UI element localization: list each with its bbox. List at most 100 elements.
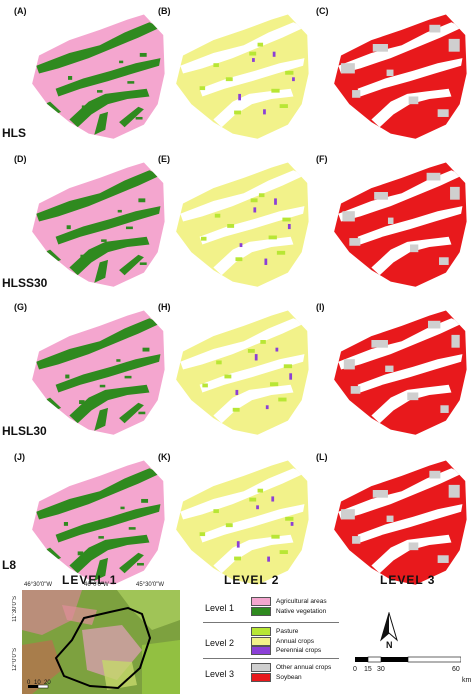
native-vegetation-patch — [85, 348, 91, 352]
native-vegetation-patch — [119, 60, 124, 64]
non-agricultural-gap — [213, 88, 294, 128]
pasture-patch — [202, 383, 208, 388]
pasture-patch — [213, 509, 219, 514]
legend-group-title: Level 2 — [205, 637, 235, 648]
native-vegetation-area — [55, 354, 161, 393]
classification-map-level-3 — [334, 14, 467, 139]
legend-swatch — [251, 672, 271, 682]
native-vegetation-patch — [124, 375, 132, 379]
native-vegetation-patch — [137, 562, 144, 566]
pasture-patch — [282, 217, 291, 222]
legend-item: Perennial crops — [251, 646, 321, 655]
native-vegetation-patch — [114, 333, 121, 338]
classification-map-level-1 — [32, 14, 165, 139]
classification-map-level-2 — [176, 14, 309, 139]
native-vegetation-patch — [112, 38, 118, 43]
legend-item: Agricultural areas — [251, 597, 327, 606]
native-vegetation-patch — [117, 209, 122, 213]
classification-map-level-2 — [176, 460, 309, 585]
pasture-patch — [283, 364, 293, 369]
other-annual-crops-patch — [352, 90, 361, 98]
panel-letter: (C) — [316, 6, 329, 16]
perennial-crops-patch — [287, 224, 291, 230]
classification-map-level-2 — [176, 310, 309, 435]
legend-label: Annual crops — [276, 637, 314, 645]
non-agricultural-gap — [357, 206, 463, 245]
non-agricultural-gap — [338, 22, 463, 74]
panel-letter: (E) — [158, 154, 170, 164]
legend-item: Pasture — [251, 627, 298, 636]
legend-label: Agricultural areas — [276, 598, 327, 605]
pasture-patch — [268, 235, 277, 240]
pasture-patch — [199, 532, 206, 537]
panel-letter: (D) — [14, 154, 27, 164]
level-column-label: LEVEL 1 — [62, 573, 118, 587]
locator-terrain — [22, 590, 180, 694]
native-vegetation-area — [94, 111, 109, 135]
native-vegetation-patch — [110, 188, 117, 192]
native-vegetation-area — [69, 236, 150, 276]
classification-map-level-1 — [32, 162, 165, 287]
other-annual-crops-patch — [437, 555, 449, 563]
native-vegetation-area — [119, 254, 144, 276]
locator-scale-label-20: 20 — [44, 680, 51, 686]
native-vegetation-patch — [125, 226, 133, 230]
non-agricultural-gap — [199, 504, 305, 543]
scale-bar — [355, 656, 461, 663]
pasture-patch — [271, 88, 280, 93]
other-annual-crops-patch — [349, 238, 361, 246]
pasture-patch — [225, 523, 233, 528]
other-annual-crops-patch — [342, 211, 355, 222]
other-annual-crops-patch — [407, 392, 419, 401]
legend-swatch — [251, 597, 271, 606]
native-vegetation-patch — [68, 76, 73, 80]
perennial-crops-patch — [236, 541, 240, 548]
non-agricultural-gap — [371, 534, 452, 574]
other-annual-crops-patch — [426, 172, 441, 181]
classification-map-level-2 — [176, 162, 309, 287]
panel-letter: (I) — [316, 302, 325, 312]
native-vegetation-patch — [116, 359, 121, 362]
scale-unit: km — [462, 677, 472, 684]
native-vegetation-area — [94, 557, 109, 581]
non-agricultural-gap — [371, 236, 452, 276]
legend-item: Soybean — [251, 672, 302, 682]
panel-letter: (F) — [316, 154, 328, 164]
native-vegetation-area — [69, 88, 150, 128]
pasture-patch — [234, 110, 241, 115]
native-vegetation-area — [44, 397, 62, 411]
locator-lon-label-1: 46°30'0"W — [24, 582, 53, 588]
study-area-outline — [54, 606, 152, 690]
other-annual-crops-patch — [343, 359, 355, 370]
other-annual-crops-patch — [341, 509, 355, 520]
perennial-crops-patch — [290, 522, 294, 526]
locator-scale-label-10: 10 — [34, 680, 41, 686]
locator-scale-label-0: 0 — [27, 680, 31, 686]
pasture-patch — [232, 407, 240, 412]
legend-swatch — [251, 627, 271, 636]
pasture-patch — [271, 534, 280, 539]
other-annual-crops-patch — [437, 109, 449, 117]
legend-swatch — [251, 606, 271, 616]
pasture-patch — [269, 382, 279, 387]
perennial-crops-patch — [275, 347, 279, 352]
native-vegetation-patch — [87, 199, 92, 203]
pasture-patch — [227, 224, 235, 228]
legend-swatch — [251, 646, 271, 655]
legend-divider — [203, 658, 339, 659]
non-agricultural-gap — [199, 206, 305, 245]
native-vegetation-area — [69, 534, 150, 574]
perennial-crops-patch — [263, 109, 266, 115]
pasture-patch — [249, 497, 257, 502]
non-agricultural-gap — [199, 58, 305, 97]
panel-letter: (K) — [158, 452, 171, 462]
legend-item: Native vegetation — [251, 606, 326, 616]
scale-tick-0: 0 — [353, 666, 357, 673]
perennial-crops-patch — [272, 51, 276, 57]
perennial-crops-patch — [264, 258, 268, 265]
perennial-crops-patch — [289, 373, 293, 380]
non-agricultural-gap — [338, 170, 463, 222]
locator-lat-label-2: 12°0'0"S — [12, 648, 18, 672]
pasture-patch — [260, 340, 266, 344]
perennial-crops-patch — [256, 505, 259, 510]
